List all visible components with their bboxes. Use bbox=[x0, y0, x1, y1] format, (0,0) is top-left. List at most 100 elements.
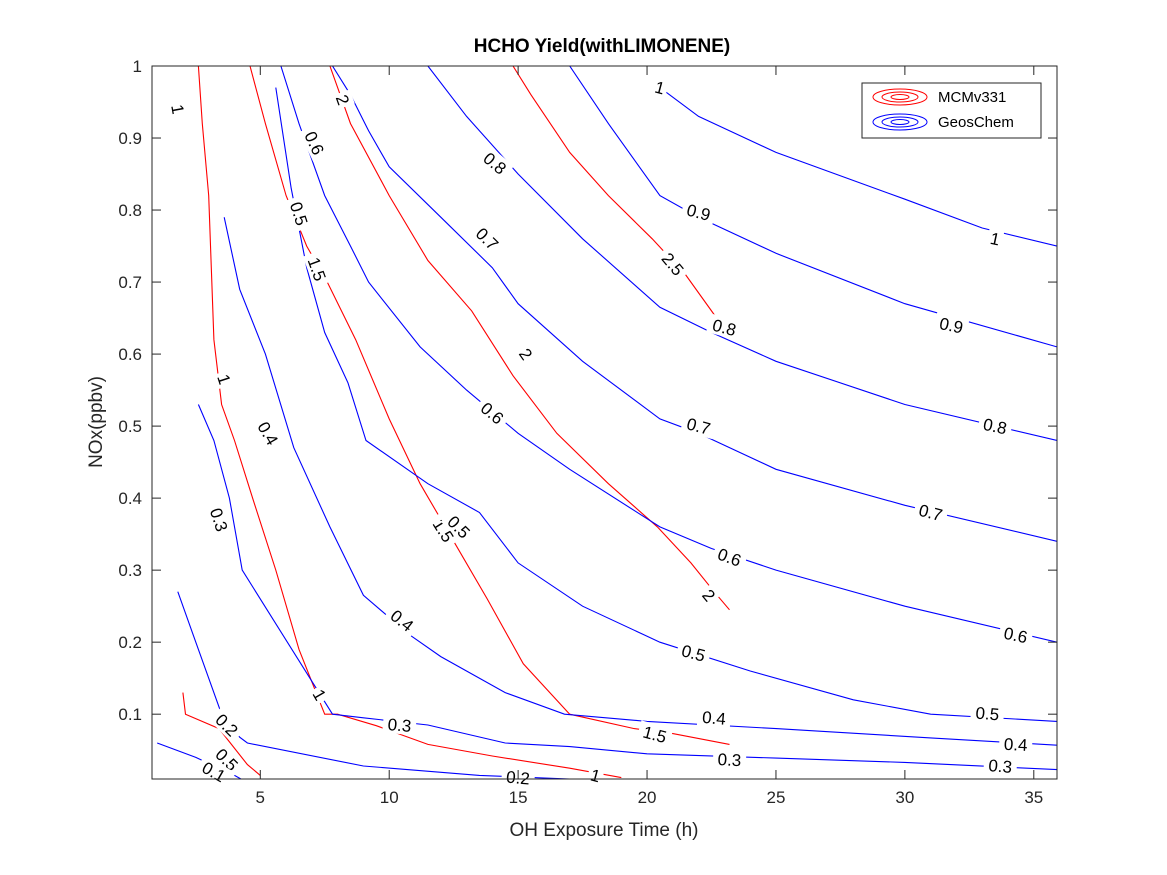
x-tick-label: 20 bbox=[638, 788, 657, 807]
axes-frame bbox=[151, 65, 1058, 780]
legend-label: MCMv331 bbox=[938, 89, 1006, 106]
contour-label-background bbox=[712, 748, 747, 770]
contour-label-geoschem: 0.9 bbox=[680, 198, 718, 226]
legend-contour-icon bbox=[890, 119, 910, 125]
legend-label: GeosChem bbox=[938, 114, 1014, 131]
contour-label-text: 0.8 bbox=[981, 415, 1008, 438]
contour-line-mcmv331-2 bbox=[329, 66, 730, 611]
contour-line-geoschem-0.7 bbox=[332, 66, 1057, 542]
legend-contour-icon bbox=[881, 91, 919, 103]
contour-label-background bbox=[167, 100, 189, 119]
contour-label-mcmv331: 1 bbox=[213, 369, 237, 390]
y-tick-label: 0.6 bbox=[118, 345, 142, 364]
contour-label-text: 0.3 bbox=[717, 750, 742, 770]
contour-label-text: 1 bbox=[988, 229, 1001, 250]
y-tick-label: 0.4 bbox=[118, 489, 142, 508]
contour-label-mcmv331: 2 bbox=[514, 342, 539, 366]
legend-contour-icon bbox=[872, 88, 928, 106]
contour-label-background bbox=[985, 227, 1005, 250]
chart-title: HCHO Yield(withLIMONENE) bbox=[474, 36, 731, 57]
contour-label-background bbox=[585, 763, 606, 787]
contour-label-geoschem: 1 bbox=[650, 75, 670, 98]
contour-label-geoschem: 0.8 bbox=[977, 412, 1014, 439]
x-tick-label: 35 bbox=[1024, 788, 1043, 807]
contour-label-background bbox=[655, 245, 692, 283]
contour-label-geoschem: 0.9 bbox=[933, 312, 970, 338]
contour-label-text: 0.4 bbox=[1003, 735, 1028, 755]
x-tick-label: 15 bbox=[509, 788, 528, 807]
contour-label-background bbox=[933, 312, 970, 338]
contour-label-geoschem: 0.3 bbox=[712, 748, 747, 770]
axis-ticks: 5 10 15 20 25 30 350.10.20.30.40.50.60.70.80.9… bbox=[118, 57, 1057, 807]
y-tick-label: 0.8 bbox=[118, 201, 142, 220]
contour-label-mcmv331: 1 bbox=[308, 683, 333, 706]
contour-label-background bbox=[983, 754, 1018, 777]
contour-line-mcmv331-2.5 bbox=[512, 66, 728, 333]
contour-label-background bbox=[970, 702, 1005, 724]
contour-label-geoschem: 0.3 bbox=[983, 754, 1018, 777]
contour-label-background bbox=[636, 720, 674, 748]
axes-background bbox=[152, 66, 1057, 779]
contour-label-text: 1 bbox=[167, 103, 187, 116]
contour-label-geoschem: 0.6 bbox=[997, 621, 1034, 648]
contour-label-background bbox=[469, 220, 506, 257]
contour-label-background bbox=[476, 144, 514, 181]
contour-label-geoschem: 0.4 bbox=[998, 733, 1033, 755]
x-axis-title: OH Exposure Time (h) bbox=[510, 820, 699, 841]
contour-label-background bbox=[710, 542, 749, 572]
x-tick-label: 30 bbox=[895, 788, 914, 807]
contour-label-background bbox=[383, 602, 422, 638]
contour-line-mcmv331-1 bbox=[197, 66, 622, 779]
contour-label-geoschem: 0.4 bbox=[696, 706, 732, 729]
contour-line-geoschem-0.2 bbox=[177, 591, 570, 779]
contour-label-geoschem: 0.5 bbox=[970, 702, 1005, 725]
contour-label-background bbox=[680, 198, 718, 226]
contour-label-background bbox=[977, 412, 1014, 439]
contour-label-background bbox=[302, 250, 333, 288]
contour-label-background bbox=[285, 194, 314, 233]
legend-contour-icon bbox=[881, 116, 919, 128]
x-tick-label: 5 bbox=[256, 788, 265, 807]
y-axis-title: NOx(ppbv) bbox=[86, 376, 107, 468]
contour-label-background bbox=[997, 621, 1034, 648]
contour-label-geoschem: 1 bbox=[985, 227, 1005, 250]
contour-label-background bbox=[912, 498, 950, 526]
contour-label-geoschem: 0.3 bbox=[382, 713, 417, 736]
contour-label-mcmv331: 2 bbox=[331, 89, 355, 110]
contour-label-text: 0.3 bbox=[988, 756, 1013, 777]
contour-label-background bbox=[706, 313, 743, 341]
contour-label-mcmv331: 1 bbox=[167, 100, 189, 119]
contour-line-geoschem-0.3 bbox=[197, 404, 1057, 771]
contour-label-background bbox=[427, 511, 461, 550]
contour-label-mcmv331: 1 bbox=[585, 763, 606, 787]
y-tick-label: 0.9 bbox=[118, 129, 142, 148]
contour-label-background bbox=[514, 342, 539, 366]
contour-line-geoschem-0.5 bbox=[275, 87, 1057, 722]
contour-line-geoschem-0.4 bbox=[223, 217, 1057, 746]
y-tick-label: 0.7 bbox=[118, 273, 142, 292]
contour-label-background bbox=[213, 369, 237, 390]
y-tick-label: 0.5 bbox=[118, 417, 142, 436]
contour-label-background bbox=[382, 713, 417, 736]
contour-label-background bbox=[205, 500, 234, 539]
contour-label-text: 0.4 bbox=[701, 708, 726, 729]
contour-label-background bbox=[998, 733, 1033, 755]
contour-label-background bbox=[208, 740, 246, 778]
contour-label-text: 0.6 bbox=[1002, 624, 1029, 648]
y-tick-label: 1 bbox=[133, 57, 142, 76]
contour-labels: 0.511111.51.51.52222.50.10.20.20.30.30.3… bbox=[167, 75, 1034, 789]
contour-label-text: 0.5 bbox=[975, 704, 1000, 725]
legend-entry-geoschem: GeosChem bbox=[872, 113, 1014, 131]
contour-label-background bbox=[675, 639, 713, 666]
y-tick-label: 0.2 bbox=[118, 633, 142, 652]
contour-label-background bbox=[473, 394, 512, 431]
contour-label-background bbox=[696, 706, 732, 729]
contour-label-background bbox=[440, 508, 478, 545]
contour-label-background bbox=[697, 583, 722, 607]
legend-contour-icon bbox=[872, 113, 928, 131]
x-tick-label: 25 bbox=[766, 788, 785, 807]
contour-line-geoschem-0.8 bbox=[427, 66, 1057, 442]
contour-label-text: 0.3 bbox=[387, 715, 412, 736]
contour-label-background bbox=[251, 414, 285, 453]
